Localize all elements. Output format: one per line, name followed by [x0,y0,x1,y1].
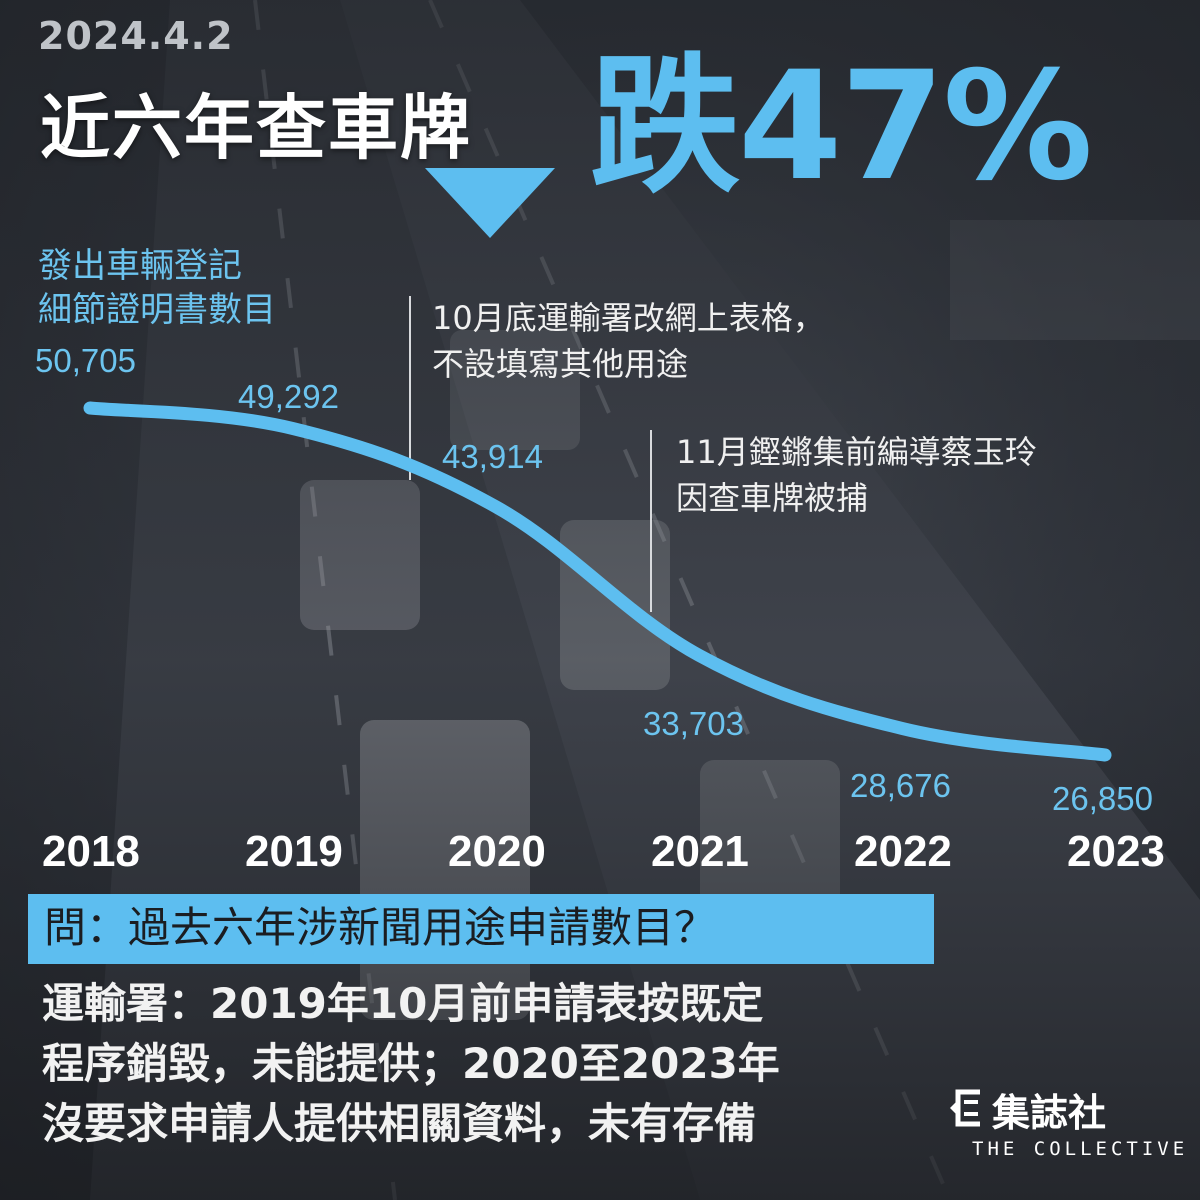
x-tick-label-2023: 2023 [1067,827,1165,876]
annotation-2019-line-1: 10月底運輸署改網上表格， [432,299,825,337]
series-line [83,401,1112,762]
x-tick-label-2019: 2019 [245,827,343,876]
data-label-2019: 49,292 [238,378,339,415]
x-tick-label-2022: 2022 [854,827,952,876]
question-text: 問：過去六年涉新聞用途申請數目？ [44,903,717,952]
x-tick-label-2021: 2021 [651,827,749,876]
series-label-line-1: 發出車輛登記 [38,246,242,286]
data-label-2023: 26,850 [1052,780,1153,817]
x-tick-label-2018: 2018 [42,827,140,876]
down-arrow-icon [425,168,555,238]
annotation-2019-line-2: 不設填寫其他用途 [432,345,689,383]
data-label-2021: 33,703 [643,705,744,742]
data-label-2018: 50,705 [35,342,136,379]
data-label-2022: 28,676 [850,767,951,804]
answer-line-1: 運輸署：2019年10月前申請表按既定 [42,979,764,1028]
brand-subtitle: THE COLLECTIVE [972,1138,1189,1160]
annotation-2021-line-2: 因查車牌被捕 [676,479,869,517]
annotation-2021-line-1: 11月鏗鏘集前編導蔡玉玲 [676,433,1037,471]
answer-line-2: 程序銷毀，未能提供；2020至2023年 [42,1039,780,1088]
date-label: 2024.4.2 [38,14,234,58]
brand-name: 集誌社 [992,1091,1107,1135]
x-tick-label-2020: 2020 [448,827,546,876]
series-label-line-2: 細節證明書數目 [38,290,276,330]
headline-main: 近六年查車牌 [40,87,472,169]
headline-drop-percent: 跌47% [590,40,1093,214]
question-banner [28,894,934,964]
answer-line-3: 沒要求申請人提供相關資料，未有存備 [42,1099,757,1148]
brand-logo-icon [950,1089,980,1127]
data-label-2020: 43,914 [442,438,543,475]
